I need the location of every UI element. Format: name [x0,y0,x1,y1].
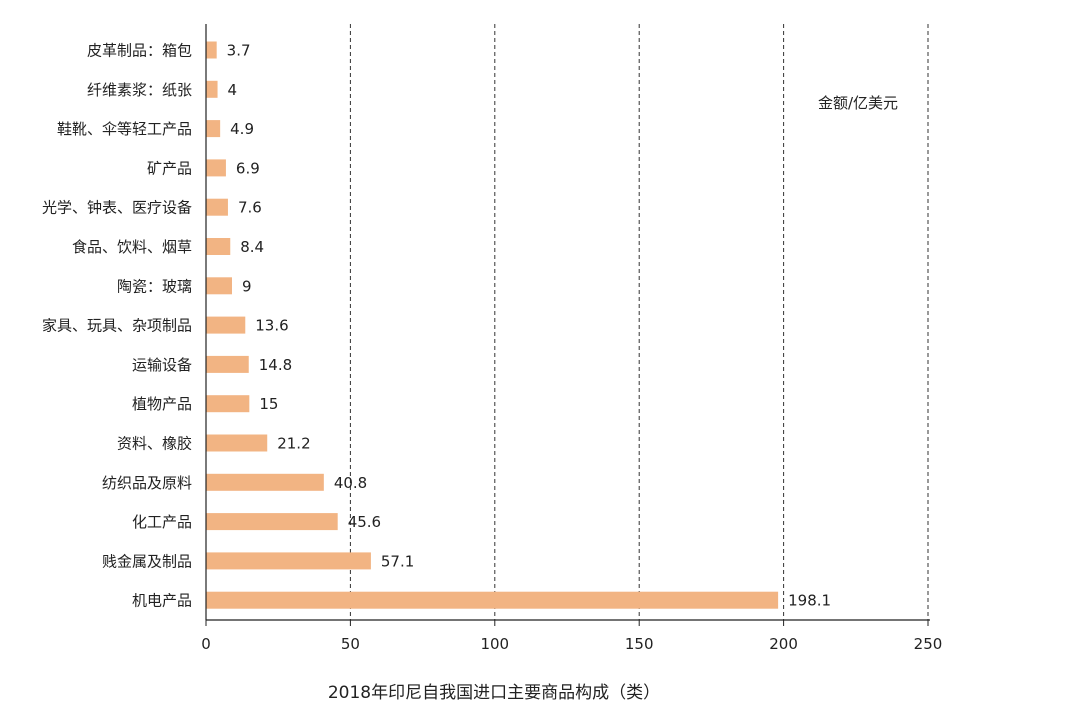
bar-value-label: 3.7 [227,42,251,60]
bar [206,238,231,255]
value-labels: 3.7 4 4.9 6.9 7.6 8.4 9 13.6 14.8 15 21.2 40.8 45.6 5… [227,42,831,610]
category-label: 植物产品 [132,395,192,413]
bar-value-label: 8.4 [240,238,264,256]
bar [206,355,249,373]
category-label: 纺织品及原料 [102,474,192,492]
bar [206,434,268,452]
bar [206,41,217,59]
bar [206,395,250,413]
bar-value-label: 57.1 [381,552,414,570]
category-label: 贱金属及制品 [102,552,192,570]
x-tick-label: 250 [914,635,943,653]
x-tick-label: 50 [341,635,360,653]
bar [206,80,218,98]
bar-value-label: 198.1 [788,592,831,610]
x-tick-label: 100 [480,635,509,653]
gridlines [349,24,929,620]
bar-value-label: 14.8 [259,356,292,374]
bar-value-label: 7.6 [238,199,262,217]
category-label: 机电产品 [132,592,192,610]
x-tick-label: 200 [769,635,798,653]
x-tick-label: 150 [625,635,654,653]
category-label: 食品、饮料、烟草 [72,238,192,256]
category-label: 化工产品 [132,513,192,531]
bars [206,41,779,609]
category-labels: 皮革制品：箱包纤维素浆：纸张鞋靴、伞等轻工产品矿产品光学、钟表、医疗设备食品、饮… [42,42,192,610]
bar-value-label: 13.6 [255,317,288,335]
category-label: 皮革制品：箱包 [87,42,192,60]
category-label: 鞋靴、伞等轻工产品 [57,120,192,138]
bar [206,513,338,531]
axes [205,24,930,621]
bar [206,473,324,491]
x-tick-label: 0 [201,635,211,653]
category-label: 纤维素浆：纸张 [87,81,192,99]
bar-value-label: 9 [242,277,252,295]
bar [206,591,779,609]
category-label: 运输设备 [132,356,192,374]
category-label: 矿产品 [147,159,192,177]
category-label: 家具、玩具、杂项制品 [42,317,192,335]
bar-value-label: 40.8 [334,474,367,492]
bar-value-label: 4 [228,81,238,99]
unit-label: 金额/亿美元 [818,94,898,112]
bar [206,120,221,138]
category-label: 资料、橡胶 [117,435,192,453]
chart-title: 2018年印尼自我国进口主要商品构成（类） [328,683,660,703]
category-label: 陶瓷：玻璃 [117,277,192,295]
bar [206,552,371,570]
bar-value-label: 6.9 [236,159,260,177]
bar-value-label: 45.6 [348,513,381,531]
bar [206,198,228,216]
bar [206,316,246,334]
bar [206,159,226,177]
bar-value-label: 4.9 [230,120,254,138]
x-ticks: 0 50 100 150 200 250 [201,620,942,653]
bar-value-label: 15 [259,395,278,413]
bar-value-label: 21.2 [277,435,310,453]
category-label: 光学、钟表、医疗设备 [42,199,192,217]
bar [206,277,232,295]
